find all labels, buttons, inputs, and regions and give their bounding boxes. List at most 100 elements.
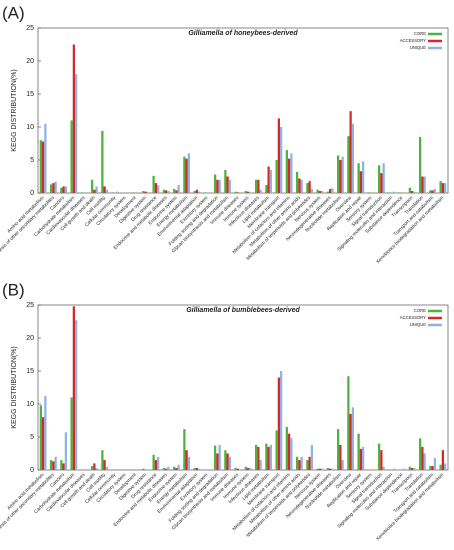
bar <box>93 189 96 193</box>
bar <box>328 468 332 470</box>
bar <box>347 136 350 193</box>
bar <box>410 191 414 193</box>
bar <box>95 468 98 470</box>
bar <box>433 189 437 193</box>
bar <box>318 468 322 470</box>
panel-label: (B) <box>2 280 25 299</box>
bar <box>193 191 196 193</box>
bar <box>116 191 119 193</box>
bar <box>388 192 391 193</box>
y-tick-label: 5 <box>30 157 34 164</box>
bar <box>439 181 442 193</box>
bar <box>101 130 104 193</box>
bar <box>72 306 76 470</box>
bar <box>187 456 191 470</box>
bar <box>418 438 422 470</box>
y-axis-label: KEGG DISTRIBUTION(%) <box>11 346 18 428</box>
bar <box>439 464 442 470</box>
bar <box>265 443 268 470</box>
bar <box>185 450 188 470</box>
bar <box>357 433 360 470</box>
bar <box>328 189 332 193</box>
bar <box>154 183 158 193</box>
bar <box>95 186 98 193</box>
bar <box>195 189 199 193</box>
legend-label: UNIQUE <box>410 45 426 50</box>
bar <box>359 448 363 470</box>
bar <box>249 468 252 470</box>
bar <box>72 44 76 193</box>
bar <box>244 466 247 470</box>
bar <box>359 171 363 193</box>
bar <box>80 192 83 193</box>
bar <box>392 468 396 470</box>
bar <box>164 190 168 193</box>
bar <box>142 191 145 193</box>
bar <box>441 183 445 193</box>
bar <box>259 460 262 470</box>
bar <box>331 468 334 470</box>
bar <box>62 186 65 193</box>
bar <box>310 189 314 193</box>
bar <box>308 181 311 193</box>
bar <box>111 192 114 193</box>
bar <box>321 468 324 470</box>
bar <box>316 468 319 470</box>
y-tick-label: 0 <box>30 467 34 474</box>
bar <box>249 192 252 193</box>
bar <box>54 181 57 193</box>
bar <box>347 376 350 470</box>
bar <box>362 446 365 470</box>
bar <box>70 397 73 470</box>
bar <box>167 466 170 470</box>
bar <box>277 377 281 470</box>
bar <box>213 445 217 470</box>
panel-label: (A) <box>2 3 25 22</box>
bar <box>175 468 178 470</box>
bar <box>203 192 206 193</box>
bar <box>300 456 303 470</box>
bar <box>267 446 270 470</box>
bar <box>306 183 309 193</box>
y-tick-label: 5 <box>30 434 34 441</box>
y-tick-label: 25 <box>26 302 34 309</box>
bar <box>444 463 447 470</box>
bar <box>398 192 401 193</box>
bar <box>103 186 106 193</box>
bar <box>265 185 268 193</box>
bar <box>341 460 344 470</box>
bar <box>234 191 237 193</box>
bar <box>62 463 65 470</box>
bar <box>144 191 147 193</box>
bar <box>142 468 145 470</box>
bar <box>64 186 68 193</box>
bar <box>162 468 165 470</box>
bar <box>349 413 352 470</box>
bar <box>39 140 42 193</box>
bar <box>254 179 258 193</box>
bar <box>228 456 232 470</box>
legend-label: CORE <box>414 31 426 36</box>
bar <box>306 460 309 470</box>
bar <box>321 191 324 193</box>
bar <box>60 187 63 193</box>
bar <box>157 185 160 193</box>
y-tick-label: 25 <box>26 25 34 32</box>
bar <box>152 454 155 470</box>
bar <box>429 466 432 470</box>
bar <box>367 192 370 193</box>
y-tick-label: 20 <box>26 58 34 65</box>
bar <box>318 191 322 193</box>
panel: (B) Gilliamella of bumblebees-derived KEGG… <box>0 280 449 543</box>
bar <box>52 183 55 193</box>
bar <box>280 127 283 193</box>
bar <box>326 191 329 193</box>
bar <box>408 187 411 193</box>
bar <box>44 396 47 470</box>
bar <box>198 468 201 470</box>
panel: (A) Gilliamella of honeybees-derived KEGG … <box>0 3 449 266</box>
bar <box>41 141 45 193</box>
bar <box>246 468 250 470</box>
bar <box>154 460 158 470</box>
